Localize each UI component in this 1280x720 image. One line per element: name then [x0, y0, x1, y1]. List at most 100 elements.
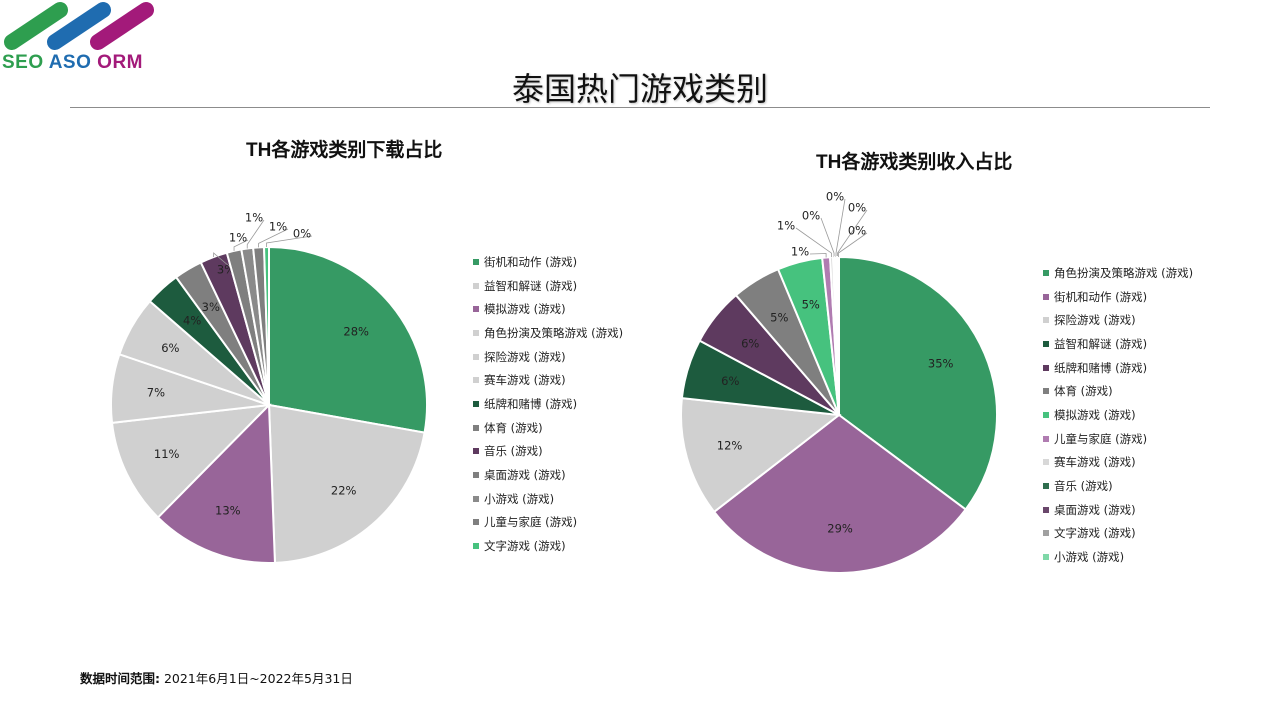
downloads-leader-line-12 — [266, 235, 313, 248]
downloads-legend-item: 模拟游戏 (游戏) — [473, 297, 623, 321]
legend-label: 探险游戏 (游戏) — [484, 349, 566, 364]
footnote-label: 数据时间范围: — [80, 671, 160, 686]
downloads-data-label-4: 7% — [147, 385, 165, 399]
downloads-data-label-3: 11% — [154, 447, 180, 461]
legend-label: 纸牌和赌博 (游戏) — [484, 396, 578, 411]
legend-label: 文字游戏 (游戏) — [1054, 526, 1136, 541]
revenue-data-label-4: 6% — [741, 336, 759, 350]
downloads-legend-item: 音乐 (游戏) — [473, 440, 623, 464]
legend-swatch — [1043, 388, 1049, 395]
legend-swatch — [473, 519, 479, 526]
downloads-slice-1[interactable] — [267, 403, 426, 564]
legend-label: 探险游戏 (游戏) — [1054, 313, 1136, 328]
revenue-legend-item: 文字游戏 (游戏) — [1043, 522, 1193, 546]
downloads-pie: 28%22%13%11%7%6%4%3%3%1%1%1% 0% — [110, 211, 428, 564]
revenue-slice-1[interactable] — [712, 413, 968, 574]
logo-text: SEO ASO ORM — [2, 52, 162, 74]
legend-swatch — [1043, 459, 1049, 466]
downloads-slice-2[interactable] — [156, 402, 276, 564]
downloads-data-label-2: 13% — [215, 504, 241, 518]
logo-text-orm: ORM — [97, 52, 143, 73]
legend-label: 赛车游戏 (游戏) — [484, 373, 566, 388]
revenue-data-label-1: 29% — [827, 521, 853, 535]
legend-swatch — [1043, 435, 1049, 442]
legend-label: 儿童与家庭 (游戏) — [1054, 431, 1148, 446]
revenue-data-label-6: 5% — [802, 297, 820, 311]
legend-label: 桌面游戏 (游戏) — [484, 468, 566, 483]
downloads-legend-item: 桌面游戏 (游戏) — [473, 463, 623, 487]
downloads-leader-line-8 — [213, 252, 237, 273]
legend-swatch — [1043, 411, 1049, 418]
revenue-data-label-8: 1% — [777, 219, 795, 233]
logo-text-seo: SEO — [2, 52, 44, 73]
legend-label: 音乐 (游戏) — [484, 444, 543, 459]
revenue-data-label-10: 0% — [826, 190, 844, 204]
legend-swatch — [473, 282, 479, 289]
downloads-data-label-11: 1% — [269, 220, 287, 234]
downloads-data-label-10: 1% — [245, 211, 263, 225]
legend-label: 音乐 (游戏) — [1054, 479, 1113, 494]
downloads-legend-item: 小游戏 (游戏) — [473, 487, 623, 511]
revenue-leader-line-8 — [795, 227, 832, 258]
legend-label: 模拟游戏 (游戏) — [484, 302, 566, 317]
legend-swatch — [1043, 317, 1049, 324]
revenue-data-label-7: 1% — [791, 245, 809, 259]
legend-swatch — [473, 329, 479, 336]
revenue-data-label-11: 0% — [848, 201, 866, 215]
downloads-chart-title: TH各游戏类别下载占比 — [246, 140, 443, 161]
legend-label: 角色扮演及策略游戏 (游戏) — [484, 325, 624, 340]
revenue-leader-line-9 — [820, 217, 835, 258]
downloads-legend-item: 儿童与家庭 (游戏) — [473, 511, 623, 535]
revenue-chart-title: TH各游戏类别收入占比 — [816, 152, 1013, 173]
revenue-legend-item: 益智和解谜 (游戏) — [1043, 332, 1193, 356]
legend-swatch — [473, 306, 479, 313]
legend-swatch — [473, 424, 479, 431]
legend-label: 纸牌和赌博 (游戏) — [1054, 360, 1148, 375]
downloads-slice-12[interactable] — [263, 245, 270, 406]
legend-label: 桌面游戏 (游戏) — [1054, 502, 1136, 517]
revenue-slice-12[interactable] — [837, 255, 840, 416]
revenue-legend-item: 音乐 (游戏) — [1043, 474, 1193, 498]
downloads-legend-item: 角色扮演及策略游戏 (游戏) — [473, 321, 623, 345]
logo-mark-icon — [4, 2, 154, 50]
downloads-legend-item: 体育 (游戏) — [473, 416, 623, 440]
downloads-data-label-5: 6% — [161, 341, 179, 355]
revenue-leader-line-11 — [837, 209, 868, 258]
downloads-slice-0[interactable] — [268, 245, 428, 434]
downloads-data-label-1: 22% — [331, 483, 357, 497]
footnote-value: 2021年6月1日~2022年5月31日 — [163, 671, 353, 686]
downloads-data-label-7: 3% — [202, 300, 220, 314]
legend-swatch — [1043, 364, 1049, 371]
legend-label: 体育 (游戏) — [484, 420, 543, 435]
legend-label: 益智和解谜 (游戏) — [484, 278, 578, 293]
logo-text-aso: ASO — [48, 52, 92, 73]
brand-logo — [4, 2, 154, 50]
page-title: 泰国热门游戏类别 — [511, 70, 768, 108]
revenue-legend-item: 探险游戏 (游戏) — [1043, 308, 1193, 332]
revenue-slice-2[interactable] — [680, 397, 842, 514]
revenue-legend-item: 街机和动作 (游戏) — [1043, 285, 1193, 309]
downloads-slice-3[interactable] — [110, 403, 272, 519]
revenue-legend-item: 赛车游戏 (游戏) — [1043, 451, 1193, 475]
legend-swatch — [473, 377, 479, 384]
revenue-chart-legend: 角色扮演及策略游戏 (游戏) 街机和动作 (游戏) 探险游戏 (游戏) 益智和解谜 (… — [1043, 261, 1193, 569]
legend-swatch — [1043, 554, 1049, 561]
revenue-data-label-2: 12% — [717, 439, 743, 453]
legend-label: 赛车游戏 (游戏) — [1054, 455, 1136, 470]
revenue-data-label-3: 6% — [721, 374, 739, 388]
legend-swatch — [1043, 506, 1049, 513]
revenue-legend-item: 小游戏 (游戏) — [1043, 545, 1193, 569]
legend-swatch — [1043, 269, 1049, 276]
downloads-legend-item: 文字游戏 (游戏) — [473, 534, 623, 558]
legend-label: 体育 (游戏) — [1054, 384, 1113, 399]
revenue-slice-0[interactable] — [838, 255, 998, 511]
downloads-legend-item: 赛车游戏 (游戏) — [473, 368, 623, 392]
legend-swatch — [473, 495, 479, 502]
legend-swatch — [473, 448, 479, 455]
revenue-legend-item: 角色扮演及策略游戏 (游戏) — [1043, 261, 1193, 285]
downloads-legend-item: 探险游戏 (游戏) — [473, 345, 623, 369]
legend-label: 街机和动作 (游戏) — [484, 254, 578, 269]
downloads-legend-item: 益智和解谜 (游戏) — [473, 274, 623, 298]
footnote: 数据时间范围: 2021年6月1日~2022年5月31日 — [80, 668, 353, 687]
